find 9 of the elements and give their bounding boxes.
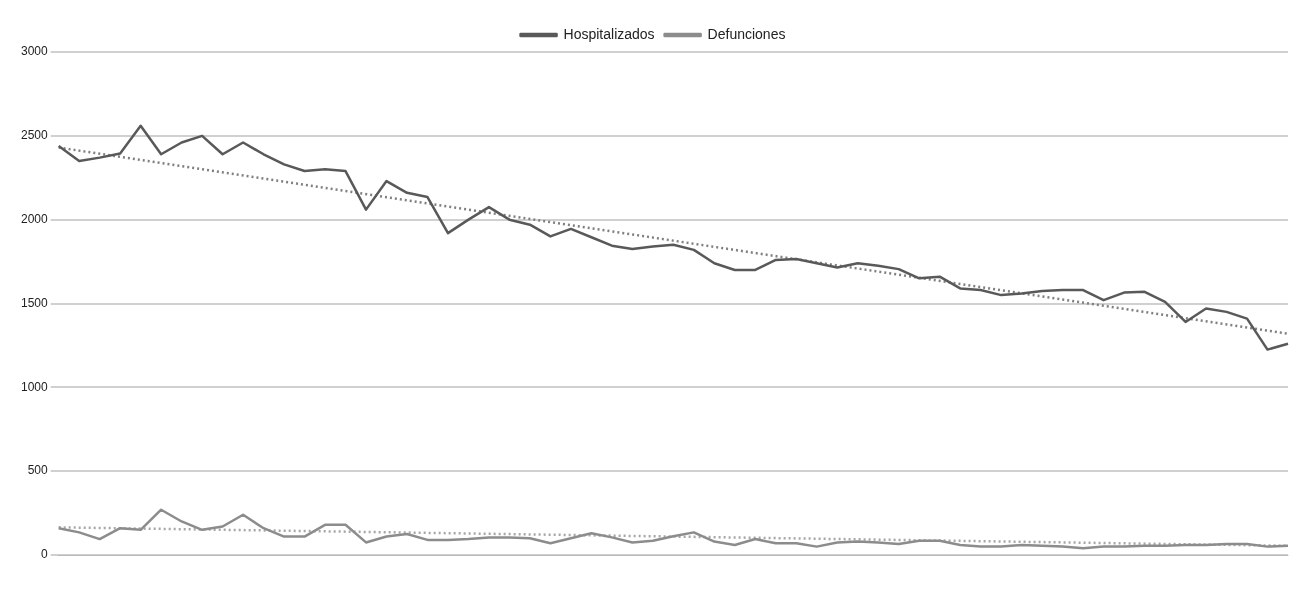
y-tick-label: 1000 (20, 379, 49, 394)
y-tick-label: 2000 (20, 211, 49, 226)
legend-label: Hospitalizados (563, 25, 655, 42)
y-tick-label: 1500 (20, 295, 49, 310)
y-tick-label: 500 (27, 463, 49, 478)
y-tick-label: 0 (41, 547, 49, 562)
y-tick-label: 3000 (20, 44, 49, 59)
legend-label: Defunciones (707, 25, 786, 42)
y-tick-label: 2500 (20, 128, 49, 143)
